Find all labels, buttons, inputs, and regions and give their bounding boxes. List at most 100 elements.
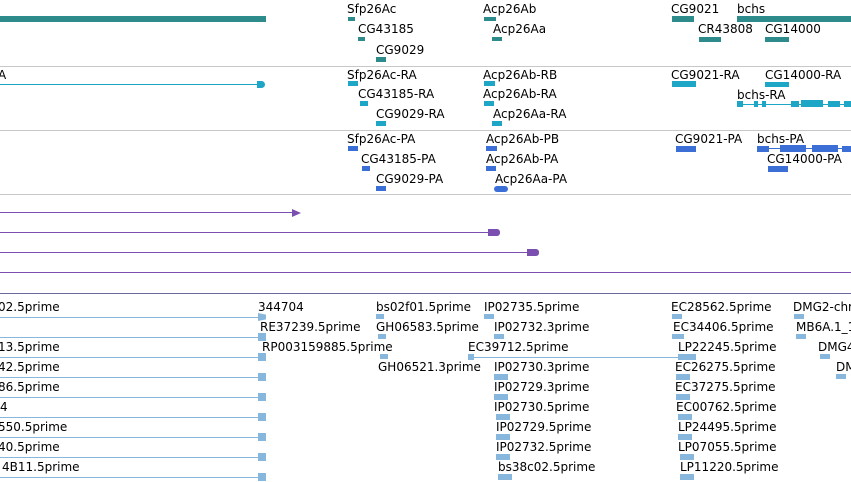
transcript-exon[interactable] bbox=[828, 101, 840, 107]
est-label[interactable]: 40.5prime bbox=[0, 440, 60, 454]
est-line[interactable] bbox=[470, 357, 680, 358]
est-label[interactable]: DMG2-chr bbox=[793, 300, 851, 314]
transcript-exon[interactable] bbox=[844, 101, 851, 107]
protein-block[interactable] bbox=[494, 186, 508, 192]
est-label[interactable]: IP02730.3prime bbox=[494, 360, 590, 374]
est-arrow[interactable] bbox=[258, 373, 266, 381]
protein-label[interactable]: CG43185-PA bbox=[361, 152, 436, 166]
transcript-label[interactable]: CG14000-RA bbox=[765, 68, 842, 82]
transcript-label[interactable]: CG43185-RA bbox=[358, 87, 435, 101]
transcript-exon[interactable] bbox=[484, 81, 495, 86]
est-block[interactable] bbox=[836, 374, 846, 379]
est-block[interactable] bbox=[678, 354, 696, 360]
est-block[interactable] bbox=[378, 334, 386, 339]
protein-block[interactable] bbox=[348, 146, 358, 151]
protein-block[interactable] bbox=[768, 166, 788, 172]
est-arrow[interactable] bbox=[258, 473, 266, 481]
gene-span[interactable] bbox=[358, 37, 365, 41]
est-arrow[interactable] bbox=[258, 333, 266, 341]
est-label[interactable]: EC28562.5prime bbox=[671, 300, 772, 314]
protein-block[interactable] bbox=[676, 146, 696, 152]
est-label[interactable]: RP003159885.5prime bbox=[262, 340, 393, 354]
transcript-label[interactable]: bchs-RA bbox=[737, 88, 786, 102]
gene-span[interactable] bbox=[737, 16, 851, 22]
alignment-line[interactable] bbox=[0, 272, 851, 273]
est-label[interactable]: 4 bbox=[0, 400, 8, 414]
protein-block[interactable] bbox=[486, 166, 496, 171]
est-block[interactable] bbox=[494, 394, 508, 400]
transcript-exon[interactable] bbox=[801, 100, 823, 107]
est-label[interactable]: 02.5prime bbox=[0, 300, 60, 314]
est-line[interactable] bbox=[0, 377, 262, 378]
alignment-line[interactable] bbox=[0, 212, 296, 213]
gene-span[interactable] bbox=[0, 16, 266, 22]
transcript-exon[interactable] bbox=[348, 81, 358, 86]
est-arrow[interactable] bbox=[258, 413, 266, 421]
transcript-exon[interactable] bbox=[492, 121, 502, 126]
est-label[interactable]: EC34406.5prime bbox=[673, 320, 774, 334]
gene-label[interactable]: CG43185 bbox=[358, 22, 414, 36]
est-block[interactable] bbox=[498, 474, 512, 480]
alignment-line[interactable] bbox=[0, 252, 530, 253]
est-block[interactable] bbox=[380, 354, 388, 359]
transcript-exon[interactable] bbox=[765, 82, 789, 87]
est-label[interactable]: 550.5prime bbox=[0, 420, 68, 434]
transcript-label[interactable]: CG9029-RA bbox=[376, 107, 445, 121]
est-block[interactable] bbox=[496, 434, 510, 440]
est-block[interactable] bbox=[820, 354, 830, 359]
gene-label[interactable]: Acp26Ab bbox=[483, 2, 537, 16]
est-block[interactable] bbox=[676, 374, 690, 380]
gene-span[interactable] bbox=[348, 17, 355, 21]
est-line[interactable] bbox=[0, 477, 262, 478]
transcript-label[interactable]: Sfp26Ac-RA bbox=[347, 68, 417, 82]
est-label[interactable]: GH06521.3prime bbox=[378, 360, 481, 374]
est-label[interactable]: LP24495.5prime bbox=[678, 420, 777, 434]
est-label[interactable]: IP02730.5prime bbox=[494, 400, 590, 414]
gene-span[interactable] bbox=[492, 37, 502, 41]
est-label[interactable]: bs38c02.5prime bbox=[498, 460, 596, 474]
est-label[interactable]: GH06583.5prime bbox=[376, 320, 479, 334]
est-label[interactable]: EC00762.5prime bbox=[676, 400, 777, 414]
gene-span[interactable] bbox=[484, 17, 496, 21]
est-line[interactable] bbox=[0, 417, 262, 418]
est-label[interactable]: RE37239.5prime bbox=[260, 320, 361, 334]
protein-block[interactable] bbox=[812, 145, 838, 152]
transcript-exon[interactable] bbox=[791, 101, 799, 107]
protein-label[interactable]: Acp26Ab-PB bbox=[486, 132, 560, 146]
protein-label[interactable]: bchs-PA bbox=[757, 132, 805, 146]
transcript-exon[interactable] bbox=[762, 101, 766, 107]
est-block[interactable] bbox=[494, 374, 508, 380]
est-label[interactable]: bs02f01.5prime bbox=[376, 300, 472, 314]
transcript-exon[interactable] bbox=[360, 101, 368, 106]
est-block[interactable] bbox=[676, 394, 690, 400]
transcript-label[interactable]: CG9021-RA bbox=[671, 68, 740, 82]
gene-span[interactable] bbox=[765, 37, 789, 42]
est-label[interactable]: LP07055.5prime bbox=[678, 440, 777, 454]
gene-label[interactable]: CR43808 bbox=[698, 22, 753, 36]
gene-label[interactable]: CG9021 bbox=[671, 2, 720, 16]
est-label[interactable]: IP02729.3prime bbox=[494, 380, 590, 394]
est-label[interactable]: 13.5prime bbox=[0, 340, 60, 354]
est-arrow[interactable] bbox=[258, 453, 266, 461]
est-block[interactable] bbox=[496, 414, 510, 420]
est-label[interactable]: 42.5prime bbox=[0, 360, 60, 374]
est-label[interactable]: IP02729.5prime bbox=[496, 420, 592, 434]
alignment-end[interactable] bbox=[488, 229, 500, 236]
transcript-exon[interactable] bbox=[754, 101, 758, 107]
est-label[interactable]: DMG4 bbox=[818, 340, 851, 354]
est-label[interactable]: IP02732.5prime bbox=[496, 440, 592, 454]
est-block[interactable] bbox=[376, 314, 384, 319]
protein-block[interactable] bbox=[757, 146, 769, 152]
transcript-label[interactable]: Acp26Aa-RA bbox=[493, 107, 567, 121]
est-block[interactable] bbox=[484, 314, 494, 319]
est-label[interactable]: LP11220.5prime bbox=[680, 460, 779, 474]
protein-label[interactable]: CG9029-PA bbox=[376, 172, 444, 186]
transcript-label[interactable]: Acp26Ab-RB bbox=[483, 68, 558, 82]
gene-label[interactable]: CG9029 bbox=[376, 43, 425, 57]
protein-label[interactable]: Acp26Ab-PA bbox=[486, 152, 559, 166]
protein-block[interactable] bbox=[486, 146, 497, 151]
est-line[interactable] bbox=[0, 457, 262, 458]
protein-block[interactable] bbox=[362, 166, 370, 171]
est-label[interactable]: EC39712.5prime bbox=[468, 340, 569, 354]
est-line[interactable] bbox=[0, 437, 262, 438]
